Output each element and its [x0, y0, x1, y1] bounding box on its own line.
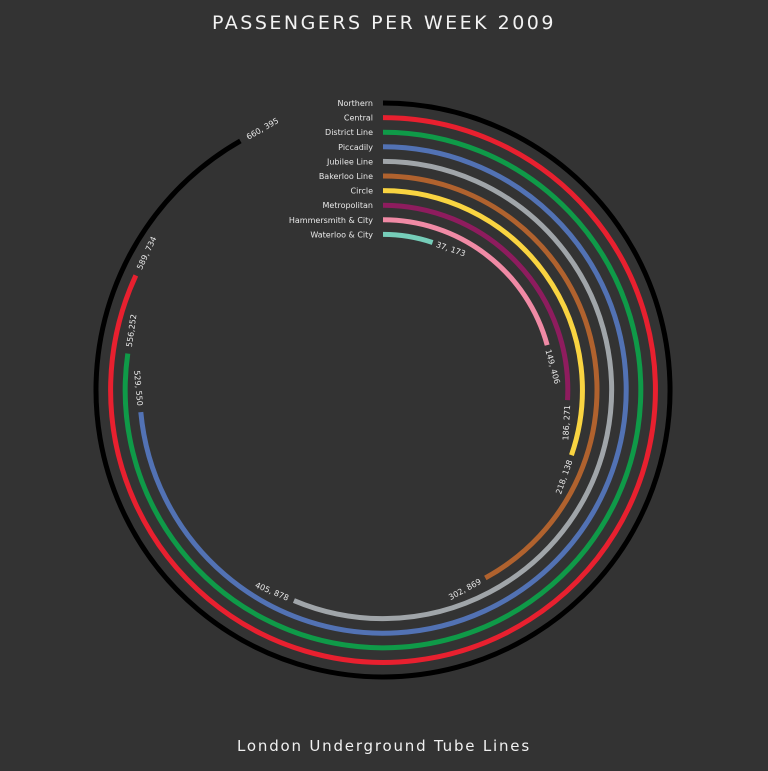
arc-bar [382, 188, 585, 456]
arc-bar [382, 231, 434, 245]
arc-bar [93, 100, 673, 680]
series-label: Jubilee Line [326, 157, 373, 166]
arc-bar [122, 129, 644, 651]
arc-bar [138, 144, 629, 636]
series-label: Piccadily [338, 143, 373, 152]
series-piccadily: Piccadily 529, 550 [132, 143, 629, 636]
series-metropolitan: Metropolitan 186, 271 [323, 201, 573, 441]
value-label: 660, 395 [245, 116, 280, 142]
chart-subtitle: London Underground Tube Lines [237, 737, 531, 755]
arc-bar [292, 158, 615, 622]
value-label: 186, 271 [561, 405, 572, 441]
value-label: 37, 173 [435, 240, 467, 258]
series-label: Northern [337, 99, 373, 108]
arc-bar [382, 173, 600, 581]
chart-title: PASSENGERS PER WEEK 2009 [212, 12, 556, 34]
series-district-line: District Line 556,252 [122, 128, 644, 651]
value-label: 529, 550 [132, 370, 144, 406]
value-label: 149, 406 [543, 348, 561, 385]
series-label: District Line [325, 128, 373, 137]
series-label: Waterloo & City [310, 230, 373, 239]
series-label: Bakerloo Line [319, 172, 373, 181]
arc-bar [382, 202, 571, 401]
series-label: Metropolitan [323, 201, 374, 210]
series-label: Central [344, 114, 373, 123]
arc-bar [382, 217, 550, 346]
series-waterloo-city: Waterloo & City 37, 173 [310, 230, 466, 258]
value-label: 556,252 [125, 314, 139, 348]
arc-bar [108, 115, 658, 665]
series-label: Circle [351, 187, 374, 196]
series-label: Hammersmith & City [289, 216, 373, 225]
